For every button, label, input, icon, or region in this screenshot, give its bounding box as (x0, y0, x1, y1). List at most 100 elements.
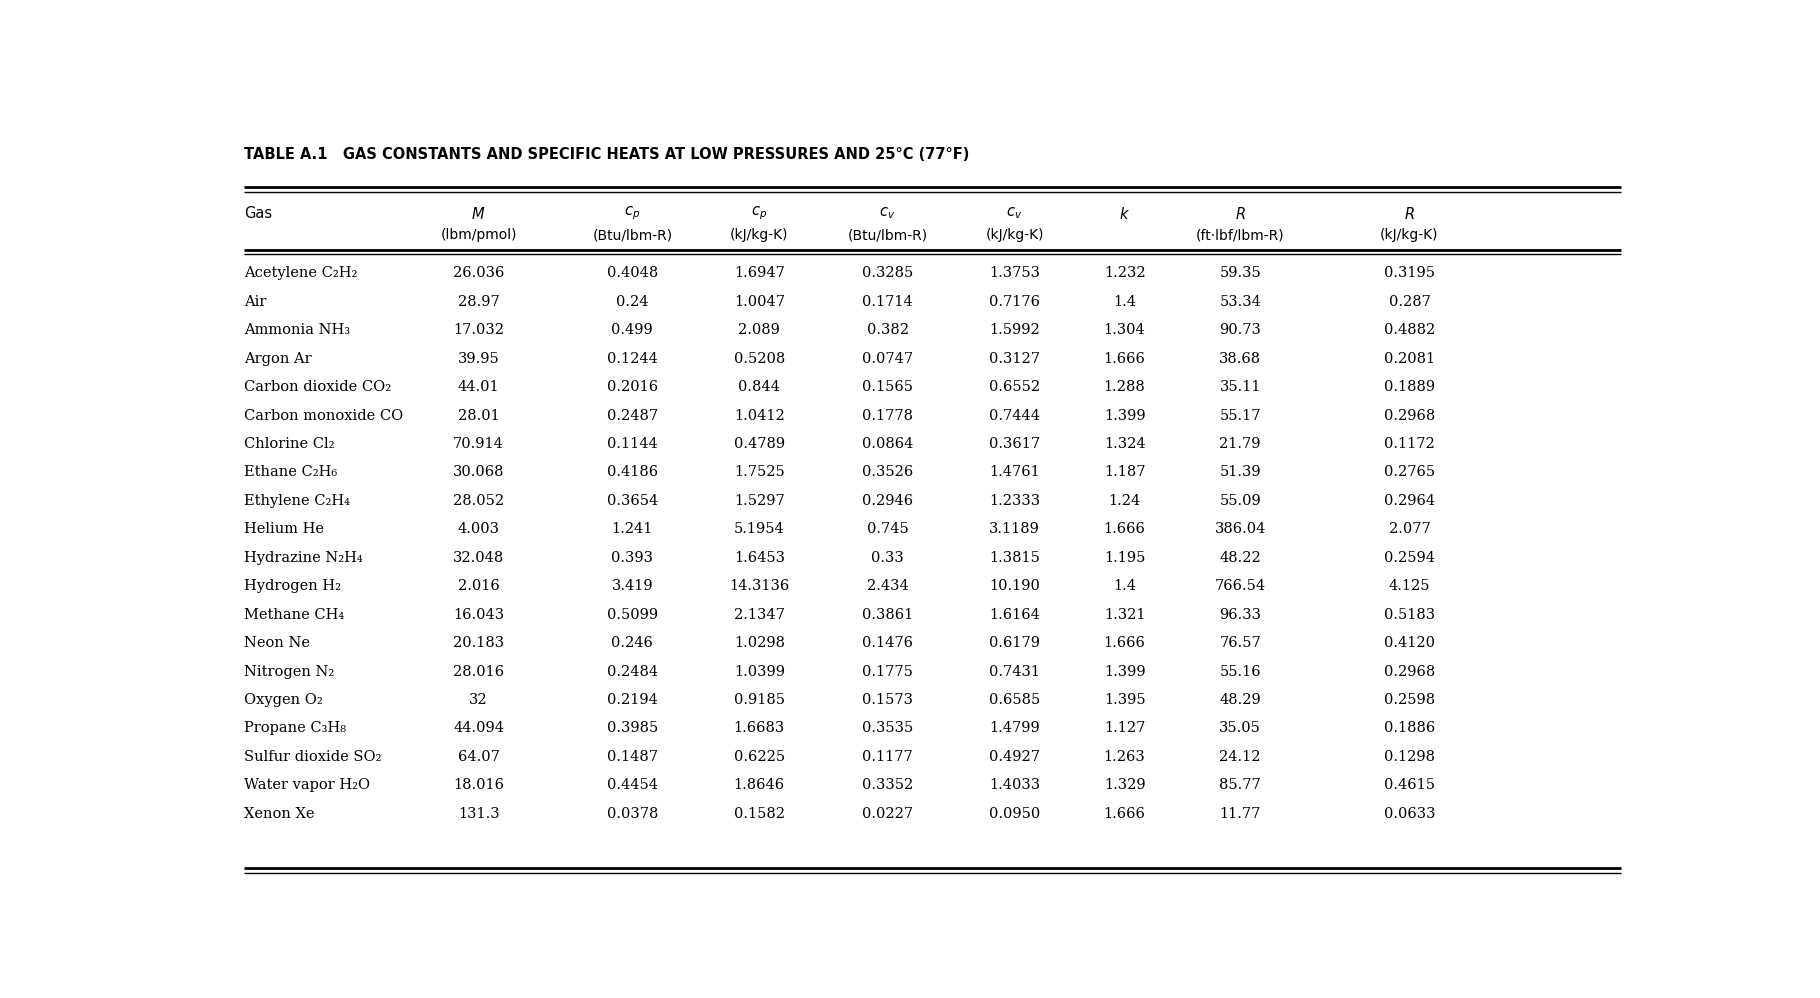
Text: 64.07: 64.07 (457, 749, 499, 763)
Text: 0.0950: 0.0950 (988, 806, 1041, 820)
Text: 90.73: 90.73 (1219, 323, 1261, 337)
Text: 55.17: 55.17 (1219, 408, 1261, 422)
Text: 1.8646: 1.8646 (733, 778, 784, 792)
Text: 1.399: 1.399 (1103, 665, 1145, 679)
Text: (kJ/kg-K): (kJ/kg-K) (1380, 228, 1440, 243)
Text: 1.6683: 1.6683 (733, 722, 784, 736)
Text: 0.0378: 0.0378 (606, 806, 659, 820)
Text: Oxygen O₂: Oxygen O₂ (244, 693, 324, 707)
Text: 76.57: 76.57 (1219, 636, 1261, 650)
Text: 2.1347: 2.1347 (733, 608, 784, 622)
Text: 1.4799: 1.4799 (990, 722, 1039, 736)
Text: 0.287: 0.287 (1389, 294, 1431, 309)
Text: 1.666: 1.666 (1103, 636, 1145, 650)
Text: 2.434: 2.434 (866, 579, 908, 593)
Text: 0.2194: 0.2194 (606, 693, 657, 707)
Text: 0.499: 0.499 (612, 323, 653, 337)
Text: 0.1177: 0.1177 (863, 749, 914, 763)
Text: 0.24: 0.24 (615, 294, 648, 309)
Text: 0.9185: 0.9185 (733, 693, 784, 707)
Text: 4.003: 4.003 (457, 522, 499, 536)
Text: 0.6552: 0.6552 (988, 380, 1039, 394)
Text: 3.1189: 3.1189 (988, 522, 1039, 536)
Text: 0.4789: 0.4789 (733, 437, 784, 451)
Text: 0.1889: 0.1889 (1383, 380, 1434, 394)
Text: 0.4186: 0.4186 (606, 465, 657, 479)
Text: (kJ/kg-K): (kJ/kg-K) (730, 228, 788, 243)
Text: (ft·lbf/lbm-R): (ft·lbf/lbm-R) (1196, 228, 1285, 243)
Text: 70.914: 70.914 (453, 437, 504, 451)
Text: Propane C₃H₈: Propane C₃H₈ (244, 722, 346, 736)
Text: 26.036: 26.036 (453, 266, 504, 280)
Text: 1.5992: 1.5992 (990, 323, 1039, 337)
Text: 0.3127: 0.3127 (988, 351, 1039, 365)
Text: 0.5208: 0.5208 (733, 351, 784, 365)
Text: 0.3526: 0.3526 (863, 465, 914, 479)
Text: 0.844: 0.844 (739, 380, 781, 394)
Text: 0.1476: 0.1476 (863, 636, 914, 650)
Text: 1.288: 1.288 (1103, 380, 1145, 394)
Text: 0.7176: 0.7176 (988, 294, 1039, 309)
Text: 2.016: 2.016 (457, 579, 499, 593)
Text: 0.4927: 0.4927 (988, 749, 1039, 763)
Text: 3.419: 3.419 (612, 579, 653, 593)
Text: 0.2598: 0.2598 (1383, 693, 1434, 707)
Text: 1.666: 1.666 (1103, 351, 1145, 365)
Text: 0.4882: 0.4882 (1383, 323, 1436, 337)
Text: 0.6585: 0.6585 (988, 693, 1041, 707)
Text: 18.016: 18.016 (453, 778, 504, 792)
Text: 1.232: 1.232 (1103, 266, 1145, 280)
Text: $\it{c_p}$: $\it{c_p}$ (624, 205, 641, 223)
Text: 0.2016: 0.2016 (606, 380, 657, 394)
Text: 0.3985: 0.3985 (606, 722, 659, 736)
Text: 0.1487: 0.1487 (606, 749, 657, 763)
Text: 0.33: 0.33 (872, 551, 905, 565)
Text: 0.2484: 0.2484 (606, 665, 657, 679)
Text: $\it{c_p}$: $\it{c_p}$ (752, 205, 768, 223)
Text: 0.3617: 0.3617 (988, 437, 1039, 451)
Text: 0.2765: 0.2765 (1383, 465, 1434, 479)
Text: 5.1954: 5.1954 (733, 522, 784, 536)
Text: 1.304: 1.304 (1103, 323, 1145, 337)
Text: 0.4048: 0.4048 (606, 266, 659, 280)
Text: Acetylene C₂H₂: Acetylene C₂H₂ (244, 266, 359, 280)
Text: 55.09: 55.09 (1219, 494, 1261, 508)
Text: 0.1565: 0.1565 (863, 380, 914, 394)
Text: 0.0633: 0.0633 (1383, 806, 1436, 820)
Text: Ammonia NH₃: Ammonia NH₃ (244, 323, 351, 337)
Text: 0.3352: 0.3352 (863, 778, 914, 792)
Text: 0.2946: 0.2946 (863, 494, 914, 508)
Text: 1.6164: 1.6164 (988, 608, 1039, 622)
Text: (Btu/lbm-R): (Btu/lbm-R) (592, 228, 672, 243)
Text: 0.2968: 0.2968 (1383, 665, 1436, 679)
Text: 1.3815: 1.3815 (988, 551, 1039, 565)
Text: Hydrogen H₂: Hydrogen H₂ (244, 579, 342, 593)
Text: 0.6179: 0.6179 (988, 636, 1039, 650)
Text: (lbm/pmol): (lbm/pmol) (440, 228, 517, 243)
Text: Nitrogen N₂: Nitrogen N₂ (244, 665, 335, 679)
Text: 0.5099: 0.5099 (606, 608, 657, 622)
Text: 0.246: 0.246 (612, 636, 653, 650)
Text: 1.6453: 1.6453 (733, 551, 784, 565)
Text: 1.0412: 1.0412 (733, 408, 784, 422)
Text: 0.3535: 0.3535 (863, 722, 914, 736)
Text: 0.382: 0.382 (866, 323, 908, 337)
Text: 1.2333: 1.2333 (988, 494, 1039, 508)
Text: 59.35: 59.35 (1219, 266, 1261, 280)
Text: 0.2968: 0.2968 (1383, 408, 1436, 422)
Text: 0.3195: 0.3195 (1383, 266, 1434, 280)
Text: 0.4615: 0.4615 (1383, 778, 1434, 792)
Text: 1.0298: 1.0298 (733, 636, 784, 650)
Text: 35.05: 35.05 (1219, 722, 1261, 736)
Text: 20.183: 20.183 (453, 636, 504, 650)
Text: 0.2964: 0.2964 (1383, 494, 1434, 508)
Text: 28.052: 28.052 (453, 494, 504, 508)
Text: 0.3654: 0.3654 (606, 494, 659, 508)
Text: 1.5297: 1.5297 (733, 494, 784, 508)
Text: 39.95: 39.95 (457, 351, 499, 365)
Text: 96.33: 96.33 (1219, 608, 1261, 622)
Text: $\it{c_v}$: $\it{c_v}$ (1006, 206, 1023, 222)
Text: $\it{c_v}$: $\it{c_v}$ (879, 206, 895, 222)
Text: 0.1886: 0.1886 (1383, 722, 1436, 736)
Text: 48.29: 48.29 (1219, 693, 1261, 707)
